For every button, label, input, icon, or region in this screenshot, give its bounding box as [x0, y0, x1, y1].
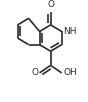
- Text: O: O: [47, 0, 54, 9]
- Text: NH: NH: [63, 27, 77, 36]
- Text: OH: OH: [63, 68, 77, 77]
- Text: O: O: [31, 68, 38, 77]
